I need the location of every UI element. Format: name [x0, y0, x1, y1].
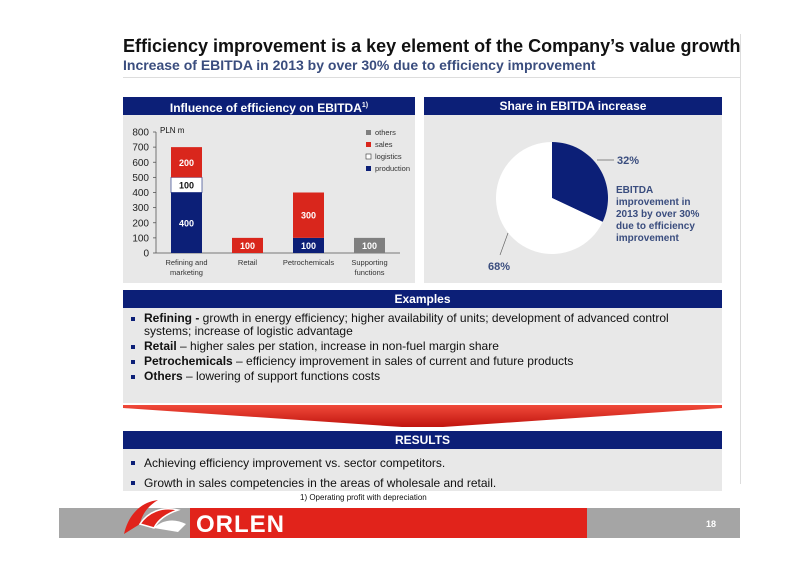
- bar-value-label: 100: [301, 241, 316, 251]
- example-text: – efficiency improvement in sales of cur…: [232, 354, 574, 368]
- bar-value-label: 100: [362, 241, 377, 251]
- example-item: Refining - growth in energy efficiency; …: [129, 312, 714, 338]
- bar-value-label: 300: [301, 211, 316, 221]
- x-category-label: marketing: [170, 268, 203, 277]
- down-arrow-icon: [123, 405, 722, 427]
- y-tick-label: 0: [143, 249, 149, 260]
- y-tick-label: 100: [132, 233, 149, 244]
- bar-value-label: 400: [179, 218, 194, 228]
- page-number: 18: [706, 519, 717, 529]
- x-category-label: Supporting: [351, 258, 387, 267]
- example-heading: Retail: [144, 339, 177, 353]
- bullet-icon: [131, 360, 135, 364]
- legend-label-production: production: [375, 164, 410, 173]
- bullet-icon: [131, 375, 135, 379]
- x-category-label: Refining and: [165, 258, 207, 267]
- ebitda-share-pie-chart: 32% 68%: [488, 142, 639, 273]
- bullet-icon: [131, 461, 135, 465]
- footer-red-band: [190, 508, 587, 538]
- result-text: Growth in sales competencies in the area…: [144, 476, 497, 490]
- share-chart-title: Share in EBITDA increase: [424, 97, 722, 115]
- leader-line: [499, 232, 509, 256]
- unit-label: PLN m: [160, 126, 185, 135]
- y-tick-label: 600: [132, 158, 149, 169]
- pie-slice-label: 32%: [617, 155, 639, 167]
- result-text: Achieving efficiency improvement vs. sec…: [144, 456, 446, 470]
- bullet-icon: [131, 317, 135, 321]
- pie-annotation-line: improvement in: [616, 197, 691, 208]
- example-item: Retail – higher sales per station, incre…: [129, 340, 714, 353]
- efficiency-chart-title: Influence of efficiency on EBITDA: [169, 101, 362, 115]
- pie-annotation: EBITDA improvement in 2013 by over 30% due …: [616, 185, 716, 245]
- legend-swatch-sales: [366, 142, 371, 147]
- orlen-logo-text: ORLEN: [196, 511, 285, 538]
- orlen-eagle-logo-icon: [124, 500, 186, 534]
- horizontal-rule: [123, 77, 740, 78]
- result-item: Achieving efficiency improvement vs. sec…: [129, 456, 714, 471]
- legend-label-others: others: [375, 128, 396, 137]
- pie-annotation-line: improvement: [616, 233, 679, 244]
- example-text: – lowering of support functions costs: [182, 369, 381, 383]
- bar-segment-sales: [293, 192, 324, 238]
- y-tick-label: 200: [132, 218, 149, 229]
- pie-slice: [496, 142, 603, 254]
- footnote-ref: 1): [361, 102, 369, 109]
- example-item: Others – lowering of support functions c…: [129, 370, 714, 383]
- y-tick-label: 700: [132, 143, 149, 154]
- bullet-icon: [131, 345, 135, 349]
- legend-label-logistics: logistics: [375, 152, 402, 161]
- example-text: growth in energy efficiency; higher avai…: [144, 311, 669, 338]
- bar-segment-sales: [232, 237, 263, 253]
- example-text: – higher sales per station, increase in …: [176, 339, 499, 353]
- bar-segment-production: [171, 192, 202, 253]
- results-list: Achieving efficiency improvement vs. sec…: [129, 456, 714, 496]
- legend-swatch-production: [366, 166, 371, 171]
- pie-annotation-line: EBITDA: [616, 185, 654, 196]
- bar-value-label: 100: [240, 241, 255, 251]
- example-item: Petrochemicals – efficiency improvement …: [129, 355, 714, 368]
- slide-title: Efficiency improvement is a key element …: [123, 36, 741, 56]
- y-tick-label: 300: [132, 203, 149, 214]
- x-category-label: Petrochemicals: [283, 258, 335, 267]
- footnote: 1) Operating profit with depreciation: [300, 493, 427, 502]
- x-category-label: Retail: [238, 258, 258, 267]
- bar-segment-production: [293, 237, 324, 253]
- efficiency-chart-header: Influence of efficiency on EBITDA1): [123, 97, 415, 115]
- example-heading: Petrochemicals: [144, 354, 233, 368]
- slide-subtitle: Increase of EBITDA in 2013 by over 30% d…: [123, 57, 596, 73]
- bar-segment-others: [354, 237, 385, 253]
- pie-slice: [552, 142, 608, 222]
- bullet-icon: [131, 481, 135, 485]
- legend-swatch-others: [366, 130, 371, 135]
- y-tick-label: 400: [132, 188, 149, 199]
- examples-title: Examples: [123, 290, 722, 308]
- legend-label-sales: sales: [375, 140, 393, 149]
- pie-annotation-line: due to efficiency: [616, 221, 695, 232]
- bar-value-label: 100: [179, 180, 194, 190]
- pie-slice-label: 68%: [488, 261, 510, 273]
- result-item: Growth in sales competencies in the area…: [129, 476, 714, 491]
- legend-swatch-logistics: [365, 153, 372, 160]
- y-tick-label: 500: [132, 173, 149, 184]
- vertical-rule: [740, 34, 741, 484]
- examples-panel: [123, 290, 722, 403]
- pie-annotation-line: 2013 by over 30%: [616, 209, 700, 220]
- bar-value-label: 200: [179, 158, 194, 168]
- efficiency-bar-chart: 0 100 200 300 400 500 600 700 800 PLN m 400 100 200 R…: [132, 126, 410, 277]
- example-heading: Others: [144, 369, 183, 383]
- example-heading: Refining -: [144, 311, 200, 325]
- x-category-label: functions: [354, 268, 384, 277]
- bar-segment-sales: [171, 147, 202, 178]
- y-tick-label: 800: [132, 128, 149, 139]
- results-title: RESULTS: [123, 431, 722, 449]
- examples-list: Refining - growth in energy efficiency; …: [129, 312, 714, 385]
